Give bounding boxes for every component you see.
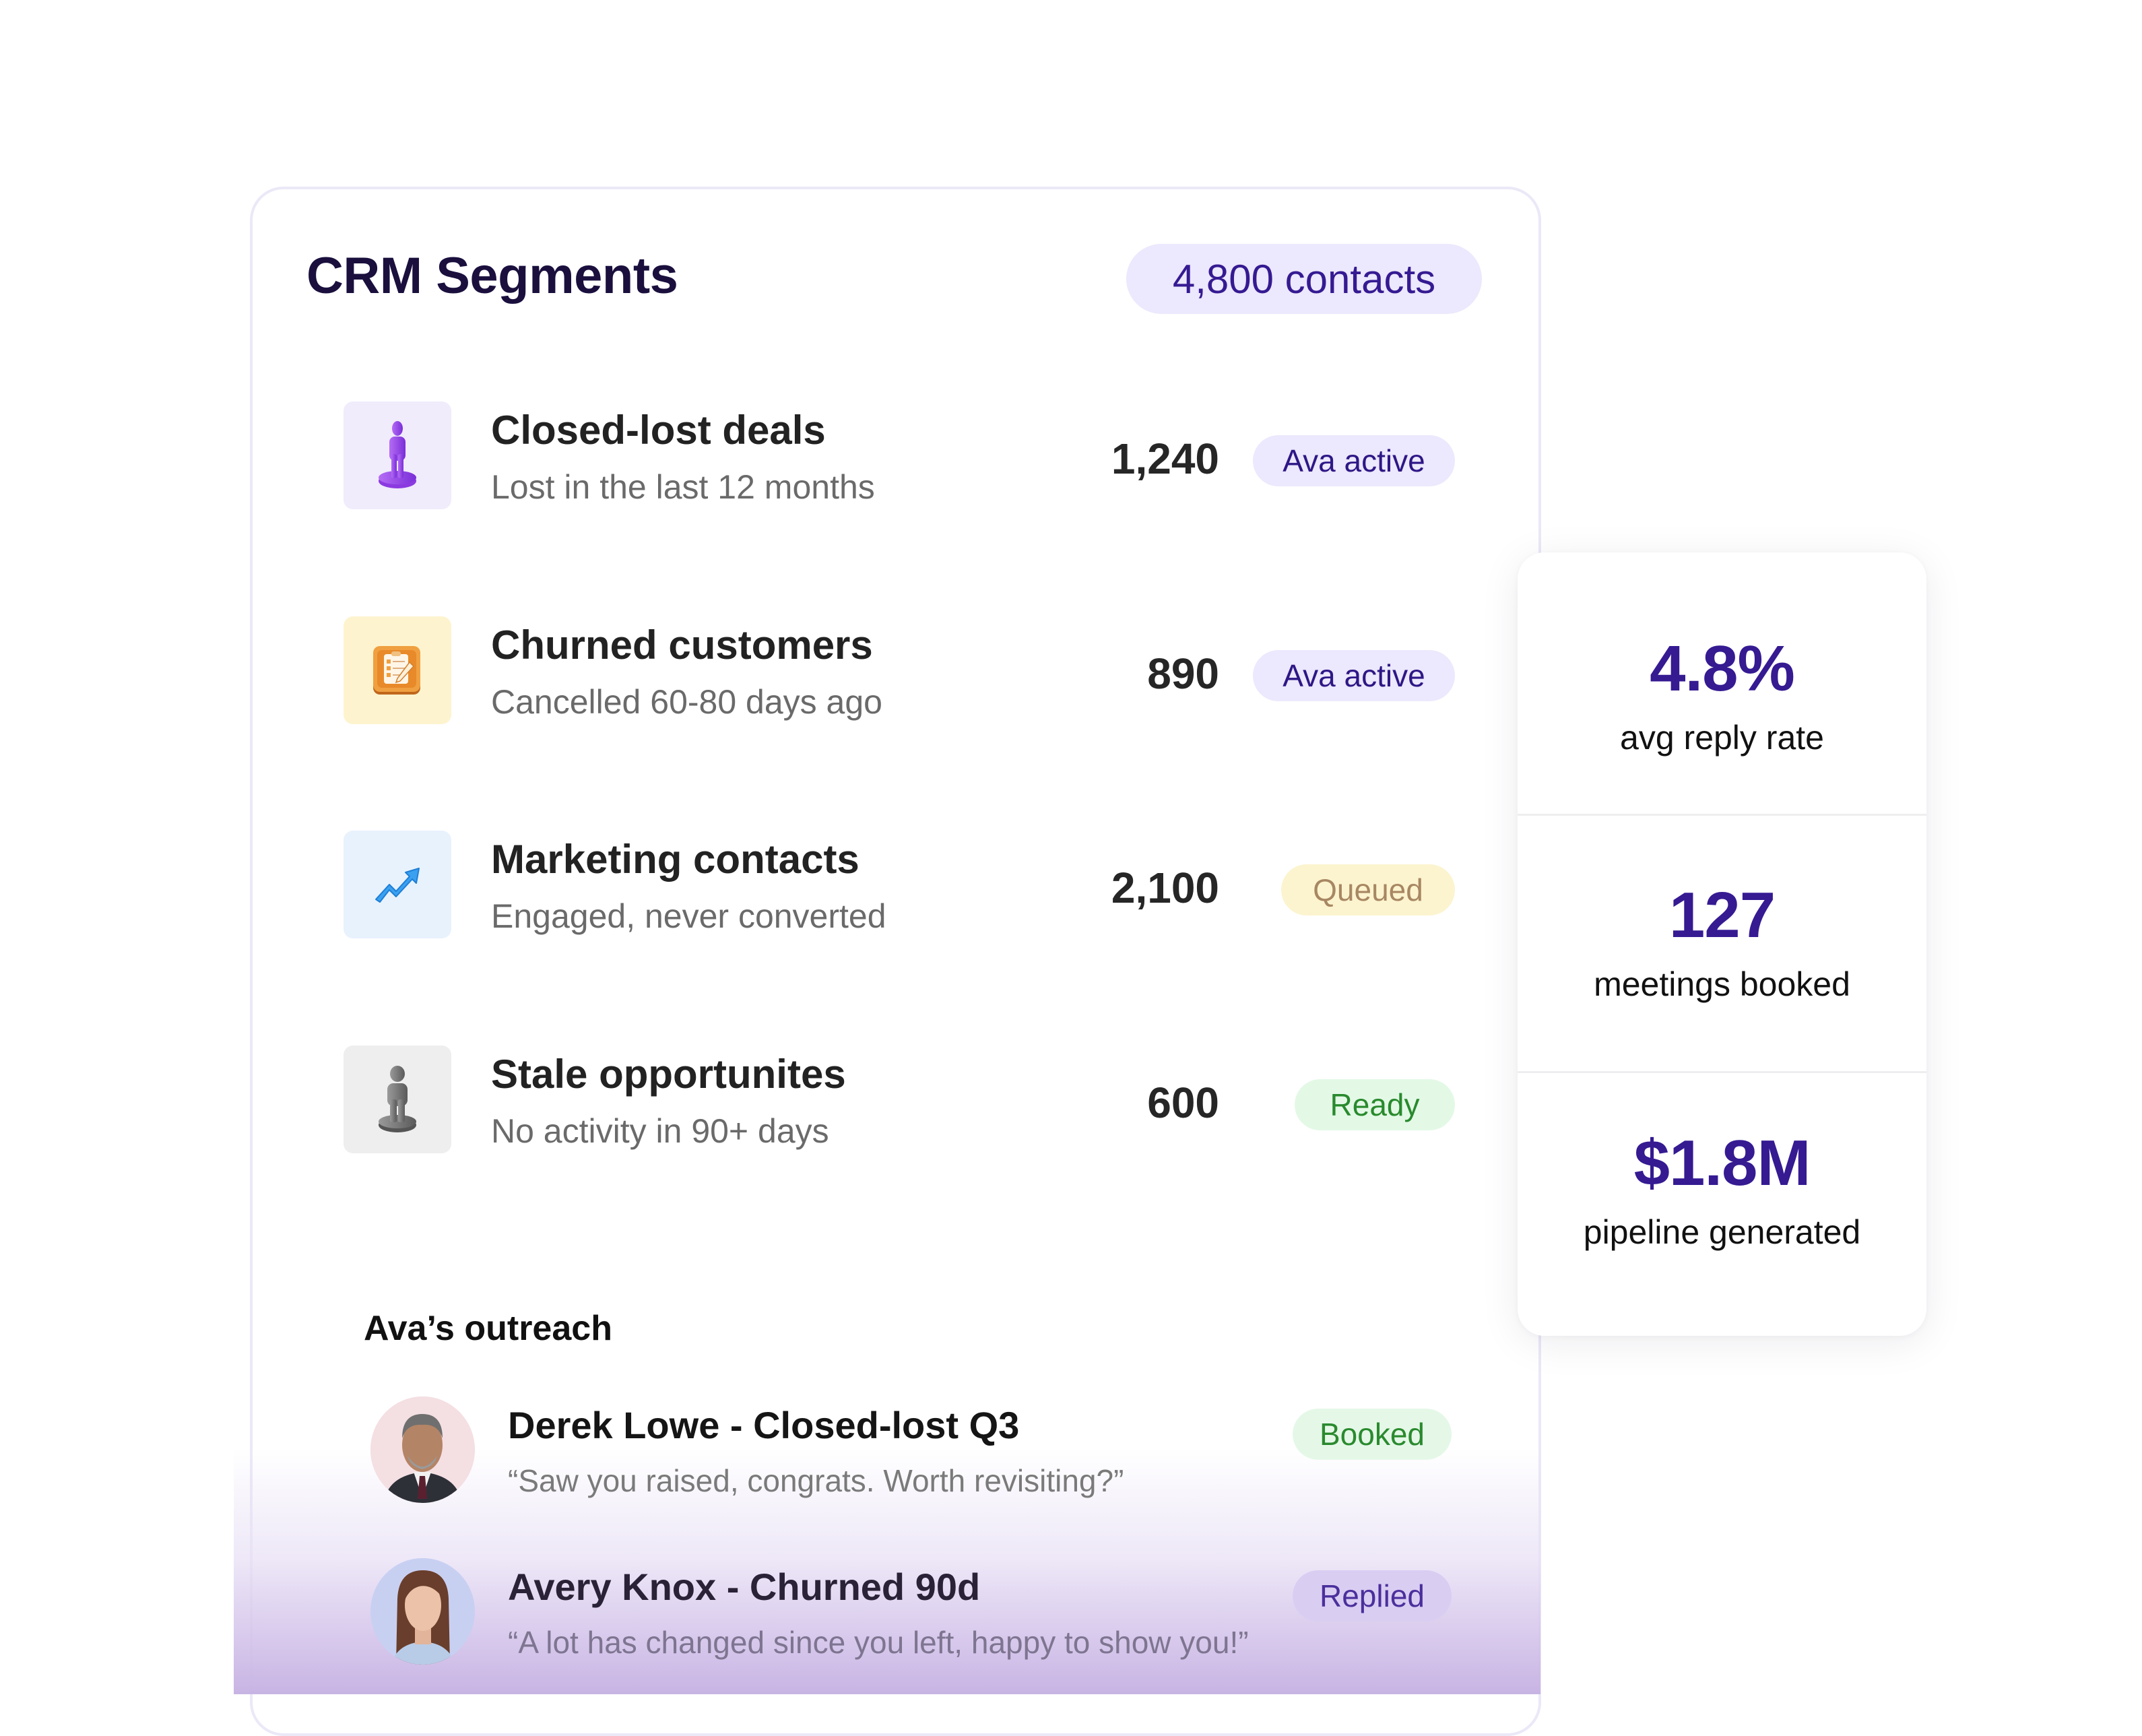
trending-up-arrow-icon bbox=[344, 831, 451, 938]
stats-card: 4.8% avg reply rate 127 meetings booked … bbox=[1518, 552, 1926, 1336]
segment-subtitle: Lost in the last 12 months bbox=[491, 468, 875, 506]
segment-title: Marketing contacts bbox=[491, 837, 859, 882]
divider bbox=[1518, 1071, 1926, 1073]
stat-label: meetings booked bbox=[1594, 965, 1850, 1003]
outreach-item[interactable]: Avery Knox - Churned 90d “A lot has chan… bbox=[370, 1558, 1452, 1666]
segment-row-stale[interactable]: Stale opportunites No activity in 90+ da… bbox=[344, 1046, 1455, 1153]
segment-count: 890 bbox=[1147, 649, 1219, 698]
stat-value: 4.8% bbox=[1650, 633, 1795, 705]
divider bbox=[1518, 814, 1926, 816]
stat-value: 127 bbox=[1668, 879, 1776, 951]
outreach-message-preview: “Saw you raised, congrats. Worth revisit… bbox=[508, 1463, 1124, 1498]
avatar bbox=[370, 1558, 475, 1665]
segment-count: 600 bbox=[1147, 1079, 1219, 1127]
stat-label: avg reply rate bbox=[1620, 719, 1824, 757]
segment-subtitle: Engaged, never converted bbox=[491, 897, 886, 935]
outreach-status-badge: Replied bbox=[1293, 1570, 1452, 1621]
stat-reply-rate: 4.8% avg reply rate bbox=[1518, 632, 1926, 757]
stat-label: pipeline generated bbox=[1583, 1213, 1861, 1251]
purple-person-figure-icon bbox=[344, 401, 451, 509]
segment-title: Closed-lost deals bbox=[491, 408, 826, 453]
page-title: CRM Segments bbox=[306, 247, 678, 304]
segment-row-marketing[interactable]: Marketing contacts Engaged, never conver… bbox=[344, 831, 1455, 938]
status-badge: Ready bbox=[1295, 1079, 1455, 1130]
avatar bbox=[370, 1396, 475, 1503]
segment-title: Stale opportunites bbox=[491, 1052, 846, 1097]
contacts-count-badge: 4,800 contacts bbox=[1126, 244, 1482, 314]
outreach-section-title: Ava’s outreach bbox=[364, 1309, 612, 1348]
stat-value: $1.8M bbox=[1633, 1127, 1811, 1199]
outreach-message-preview: “A lot has changed since you left, happy… bbox=[508, 1625, 1249, 1660]
segment-count: 2,100 bbox=[1111, 864, 1219, 912]
status-badge: Queued bbox=[1281, 864, 1455, 915]
gray-person-figure-icon bbox=[344, 1046, 451, 1153]
segment-subtitle: Cancelled 60-80 days ago bbox=[491, 683, 882, 721]
segment-row-churned[interactable]: Churned customers Cancelled 60-80 days a… bbox=[344, 616, 1455, 724]
segment-subtitle: No activity in 90+ days bbox=[491, 1112, 829, 1150]
status-badge: Ava active bbox=[1253, 435, 1455, 486]
outreach-contact-name: Derek Lowe - Closed-lost Q3 bbox=[508, 1404, 1020, 1446]
outreach-contact-name: Avery Knox - Churned 90d bbox=[508, 1566, 981, 1608]
stat-meetings-booked: 127 meetings booked bbox=[1518, 878, 1926, 1004]
status-badge: Ava active bbox=[1253, 650, 1455, 701]
outreach-status-badge: Booked bbox=[1292, 1409, 1452, 1460]
clipboard-checklist-icon bbox=[344, 616, 451, 724]
outreach-item[interactable]: Derek Lowe - Closed-lost Q3 “Saw you rai… bbox=[370, 1396, 1452, 1504]
segment-title: Churned customers bbox=[491, 622, 873, 668]
segment-row-closed-lost[interactable]: Closed-lost deals Lost in the last 12 mo… bbox=[344, 401, 1455, 509]
segment-count: 1,240 bbox=[1111, 435, 1219, 483]
stat-pipeline-generated: $1.8M pipeline generated bbox=[1518, 1126, 1926, 1252]
